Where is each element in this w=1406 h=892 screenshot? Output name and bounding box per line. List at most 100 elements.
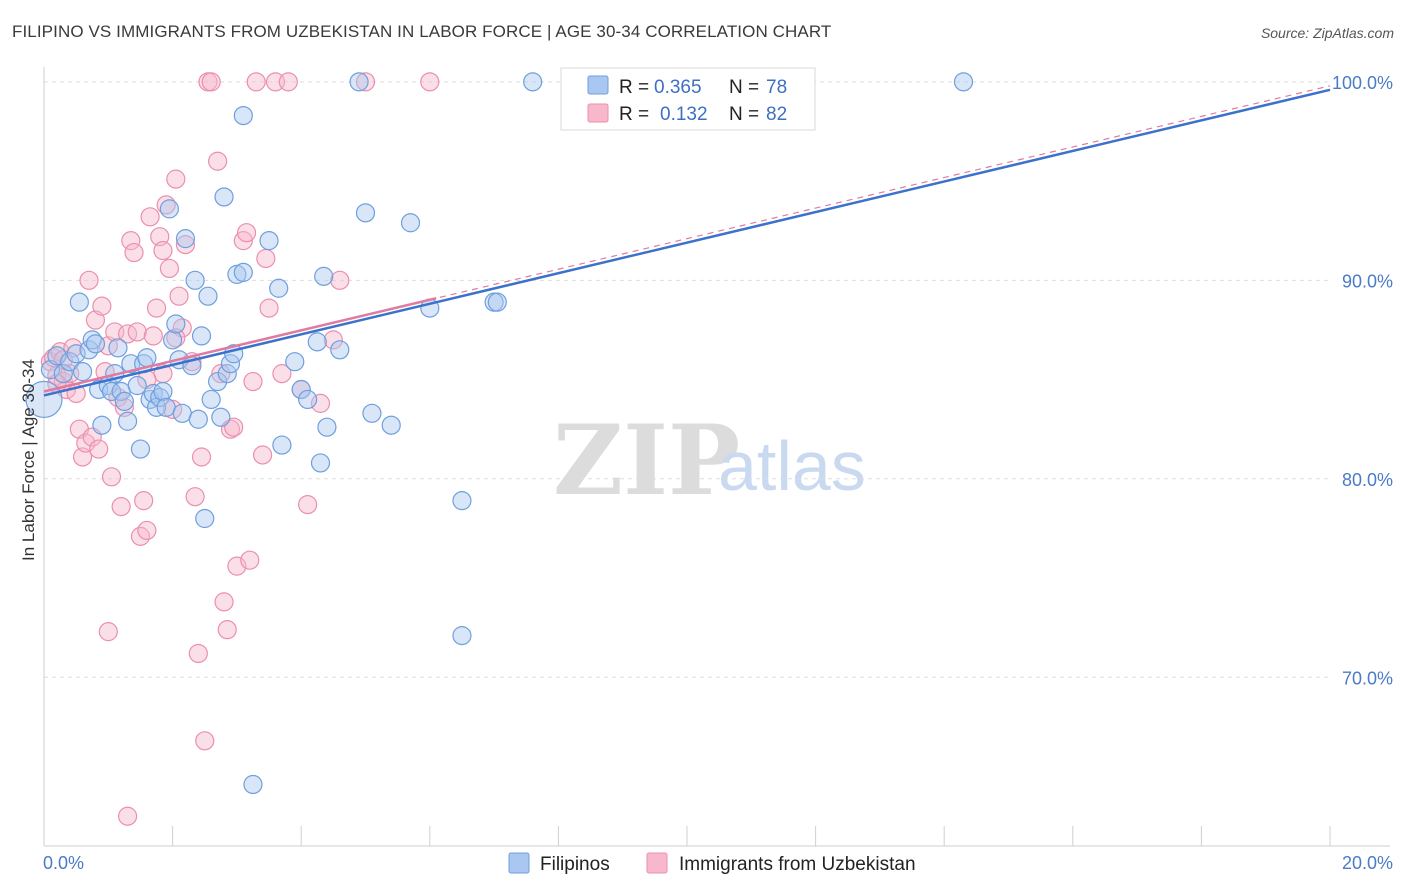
uzbekistan-point-60 [243, 371, 263, 392]
x-tick-label-max: 20.0% [1342, 853, 1393, 873]
uzbekistan-point-32 [143, 326, 163, 346]
legend-r-value-uzbekistan: 0.132 [660, 104, 708, 125]
uzbekistan-point-62 [253, 445, 273, 465]
uzbekistan-point-61 [246, 72, 266, 92]
legend-n-label-uzbekistan: N = [729, 104, 759, 125]
filipinos-point-44 [208, 371, 228, 392]
filipinos-point-68 [381, 415, 401, 435]
filipinos-point-16 [108, 338, 128, 358]
uzbekistan-point-46 [191, 447, 212, 467]
bottom-legend-swatch-filipinos [508, 852, 530, 874]
watermark-zip: ZIP [553, 404, 740, 517]
uzbekistan-point-55 [224, 417, 244, 437]
filipinos-point-42 [198, 286, 218, 306]
y-tick-label-70: 70.0% [1342, 668, 1393, 688]
chart-title: FILIPINO VS IMMIGRANTS FROM UZBEKISTAN I… [12, 22, 832, 41]
filipinos-point-66 [355, 203, 376, 223]
watermark-atlas: atlas [718, 427, 866, 505]
filipinos-point-36 [175, 229, 196, 249]
uzbekistan-point-47 [195, 731, 215, 751]
filipinos-point-40 [191, 326, 212, 346]
filipinos-point-61 [310, 453, 331, 473]
y-tick-label-90: 90.0% [1342, 271, 1393, 291]
filipinos-point-69 [400, 213, 421, 233]
uzbekistan-point-37 [159, 258, 179, 279]
y-tick-label-80: 80.0% [1342, 470, 1393, 490]
filipinos-point-43 [201, 389, 221, 410]
uzbekistan-point-25 [121, 231, 141, 251]
filipinos-point-18 [114, 391, 134, 412]
uzbekistan-point-39 [166, 169, 186, 189]
filipinos-point-45 [211, 407, 231, 427]
uzbekistan-point-67 [278, 72, 298, 92]
legend-n-value-filipinos: 78 [766, 77, 787, 98]
uzbekistan-point-76 [98, 622, 118, 642]
source-label: Source: ZipAtlas.com [1260, 25, 1394, 41]
uzbekistan-point-42 [175, 235, 196, 255]
legend-n-label-filipinos: N = [729, 77, 759, 98]
bottom-legend-swatch-uzbekistan [646, 852, 668, 874]
uzbekistan-point-58 [236, 223, 257, 243]
uzbekistan-point-73 [355, 72, 376, 92]
filipinos-point-12 [92, 415, 112, 435]
uzbekistan-point-53 [217, 620, 237, 640]
uzbekistan-point-44 [185, 487, 205, 507]
trend-lines [43, 85, 1331, 397]
filipinos-point-65 [349, 72, 369, 92]
filipinos-point-62 [314, 266, 334, 286]
uzbekistan-point-16 [92, 296, 112, 316]
uzbekistan-point-72 [330, 270, 350, 290]
filipinos-point-33 [166, 314, 186, 334]
legend-r-label-filipinos: R = [619, 77, 649, 98]
uzbekistan-point-12 [79, 270, 99, 290]
filipinos-point-28 [150, 387, 170, 408]
uzbekistan-point-71 [323, 330, 343, 350]
filipinos-point-58 [291, 379, 311, 400]
uzbekistan-point-24 [117, 324, 138, 344]
uzbekistan-point-81 [153, 240, 173, 261]
filipinos-point-21 [127, 375, 147, 396]
uzbekistan-point-27 [127, 322, 147, 342]
bottom-legend-label-uzbekistan: Immigrants from Uzbekistan [679, 854, 916, 875]
filipinos-point-77 [953, 72, 974, 92]
uzbekistan-point-30 [137, 520, 157, 541]
y-tick-label-100: 100.0% [1332, 73, 1393, 93]
uzbekistan-point-29 [134, 491, 154, 511]
filipinos-point-74 [487, 292, 507, 312]
trend-line-uzbekistan [43, 297, 437, 393]
bottom-legend: Filipinos Immigrants from Uzbekistan [508, 852, 916, 875]
series-immigrants-uzbekistan-points [40, 72, 440, 826]
uzbekistan-point-31 [140, 207, 160, 227]
filipinos-point-60 [307, 332, 327, 352]
filipinos-point-46 [214, 187, 234, 207]
uzbekistan-point-52 [214, 592, 234, 612]
uzbekistan-point-40 [169, 286, 189, 306]
uzbekistan-point-69 [298, 495, 318, 515]
filipinos-point-51 [233, 262, 253, 282]
filipinos-point-64 [330, 340, 350, 360]
filipinos-point-38 [185, 270, 205, 290]
uzbekistan-point-49 [201, 72, 221, 92]
legend-swatch-filipinos [587, 75, 609, 95]
filipinos-point-55 [269, 278, 289, 298]
uzbekistan-point-59 [240, 550, 260, 570]
y-axis-label: In Labor Force | Age 30-34 [19, 359, 38, 561]
filipinos-point-5 [66, 344, 86, 364]
uzbekistan-point-50 [208, 151, 228, 171]
x-tick-label-min: 0.0% [43, 853, 84, 873]
filipinos-point-3 [53, 364, 73, 384]
filipinos-point-4 [60, 352, 80, 372]
filipinos-point-35 [172, 403, 192, 423]
uzbekistan-point-19 [101, 467, 122, 487]
uzbekistan-point-63 [256, 248, 276, 269]
filipinos-point-57 [285, 352, 305, 372]
uzbekistan-point-15 [89, 439, 109, 459]
filipinos-point-7 [72, 362, 93, 382]
uzbekistan-point-26 [124, 242, 144, 263]
uzbekistan-point-45 [188, 643, 208, 664]
legend-r-label-uzbekistan: R = [619, 104, 649, 125]
filipinos-point-31 [159, 199, 179, 219]
uzbekistan-point-74 [420, 72, 440, 92]
filipinos-point-53 [243, 774, 263, 795]
